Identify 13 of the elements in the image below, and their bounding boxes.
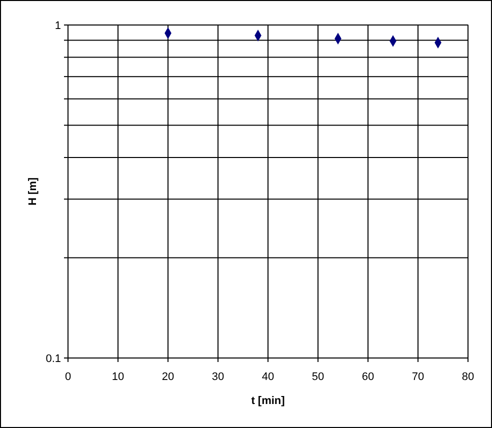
y-tick-label: 0.1 [46,353,61,365]
x-tick-label: 10 [112,371,124,383]
x-tick-label: 40 [262,371,274,383]
x-tick-label: 50 [312,371,324,383]
x-tick-label: 70 [412,371,424,383]
x-tick-label: 30 [212,371,224,383]
x-tick-label: 80 [462,371,474,383]
x-tick-label: 60 [362,371,374,383]
x-tick-label: 0 [64,371,72,383]
x-axis-title: t [min] [251,395,286,407]
y-axis-title: H [m] [27,177,39,206]
y-tick-label: 1 [54,20,61,32]
x-tick-label: 20 [162,371,174,383]
